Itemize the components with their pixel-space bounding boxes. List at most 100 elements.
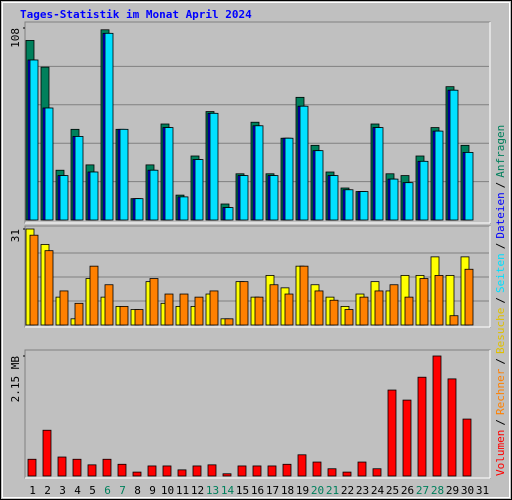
- legend-separator: /: [494, 243, 507, 250]
- bar: [402, 399, 412, 477]
- x-tick-label: 18: [281, 484, 294, 497]
- bar: [342, 471, 352, 477]
- legend-entry: Dateien: [494, 192, 507, 238]
- legend-entry: Anfragen: [494, 125, 507, 178]
- x-tick-label: 22: [341, 484, 354, 497]
- bar: [464, 152, 474, 221]
- bar: [87, 464, 97, 477]
- bar: [314, 150, 324, 221]
- bar: [194, 159, 204, 221]
- x-tick-label: 27: [416, 484, 429, 497]
- x-tick-label: 19: [296, 484, 309, 497]
- bar: [404, 296, 414, 326]
- x-tick-label: 30: [461, 484, 474, 497]
- bar: [299, 105, 309, 221]
- bar: [192, 465, 202, 477]
- bar: [267, 465, 277, 477]
- bar: [209, 290, 219, 326]
- bar: [162, 465, 172, 477]
- bar: [44, 107, 54, 221]
- bar: [389, 284, 399, 326]
- bar: [419, 160, 429, 221]
- bar: [372, 468, 382, 477]
- bar: [447, 378, 457, 477]
- bar: [89, 265, 99, 326]
- bar: [254, 125, 264, 221]
- x-tick-label: 21: [326, 484, 339, 497]
- x-tick-label: 4: [74, 484, 81, 497]
- x-tick-label: 10: [161, 484, 174, 497]
- x-tick-label: 13: [206, 484, 219, 497]
- x-tick-label: 11: [176, 484, 189, 497]
- bar: [44, 250, 54, 326]
- bar: [282, 463, 292, 477]
- bar: [389, 178, 399, 221]
- bar: [222, 473, 232, 477]
- bar: [89, 171, 99, 221]
- bar: [269, 175, 279, 221]
- bar: [239, 175, 249, 221]
- bar: [374, 290, 384, 326]
- bar: [224, 318, 234, 326]
- x-tick-label: 25: [386, 484, 399, 497]
- bar: [29, 59, 39, 221]
- bar: [104, 284, 114, 326]
- bar: [449, 89, 459, 221]
- bar: [134, 198, 144, 221]
- panel: [24, 349, 491, 479]
- bar: [329, 299, 339, 326]
- bar: [177, 469, 187, 477]
- bar: [27, 458, 37, 477]
- bar: [119, 128, 129, 221]
- bar: [207, 464, 217, 477]
- bar: [387, 389, 397, 477]
- bar: [147, 465, 157, 477]
- x-tick-label: 6: [104, 484, 111, 497]
- bar: [134, 309, 144, 326]
- bar: [42, 429, 52, 477]
- bar: [449, 315, 459, 326]
- bar: [254, 296, 264, 326]
- bar: [299, 265, 309, 326]
- y-tick-label: 2.15 MB: [9, 356, 22, 403]
- bar: [344, 189, 354, 221]
- bar: [252, 465, 262, 477]
- bar: [464, 268, 474, 326]
- bar: [57, 456, 67, 477]
- x-tick-label: 17: [266, 484, 279, 497]
- bar: [224, 207, 234, 221]
- bar: [327, 468, 337, 477]
- bar: [104, 32, 114, 221]
- x-tick-label: 3: [59, 484, 66, 497]
- y-tick-label: 108: [9, 28, 22, 48]
- x-tick-label: 24: [371, 484, 385, 497]
- bar: [314, 290, 324, 326]
- legend-entry: Besuche: [494, 308, 507, 354]
- bar: [117, 463, 127, 477]
- x-tick-label: 2: [44, 484, 51, 497]
- legend-entry: Volumen: [494, 430, 507, 476]
- bar: [359, 191, 369, 221]
- bar: [29, 234, 39, 326]
- bar: [209, 112, 219, 221]
- bar: [432, 355, 442, 477]
- x-tick-label: 20: [311, 484, 324, 497]
- bar: [239, 281, 249, 326]
- bar: [164, 127, 174, 221]
- bar: [462, 418, 472, 477]
- bar: [374, 127, 384, 221]
- x-tick-label: 14: [221, 484, 235, 497]
- x-tick-label: 12: [191, 484, 204, 497]
- bar: [344, 309, 354, 326]
- x-tick-label: 31: [476, 484, 489, 497]
- bar: [434, 275, 444, 326]
- x-tick-label: 8: [134, 484, 141, 497]
- legend-separator: /: [494, 419, 507, 426]
- bar: [419, 278, 429, 326]
- bar: [404, 182, 414, 221]
- bar: [359, 296, 369, 326]
- bar: [164, 293, 174, 326]
- bar: [102, 458, 112, 477]
- legend-separator: /: [494, 297, 507, 304]
- bar: [269, 284, 279, 326]
